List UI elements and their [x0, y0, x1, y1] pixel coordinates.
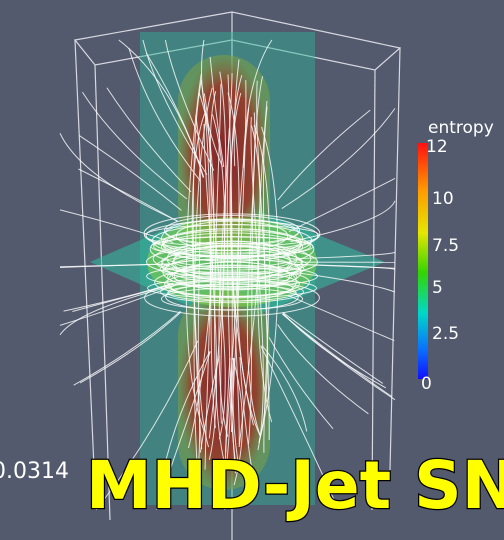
colorbar-tick: 12 — [426, 137, 448, 157]
colorbar — [418, 143, 428, 379]
overlay-title: MHD-Jet SN — [86, 447, 504, 524]
page: entropy 12 10 7.5 5 2.5 0 0.0314 MHD-Jet… — [0, 0, 504, 540]
time-label: 0.0314 — [0, 459, 69, 484]
colorbar-tick: 10 — [432, 189, 454, 209]
colorbar-title: entropy — [428, 118, 494, 138]
colorbar-tick: 7.5 — [432, 236, 459, 256]
colorbar-tick: 2.5 — [432, 324, 459, 344]
colorbar-tick: 0 — [421, 374, 432, 394]
visualization: entropy 12 10 7.5 5 2.5 0 0.0314 MHD-Jet… — [0, 0, 504, 540]
colorbar-tick: 5 — [432, 278, 443, 298]
